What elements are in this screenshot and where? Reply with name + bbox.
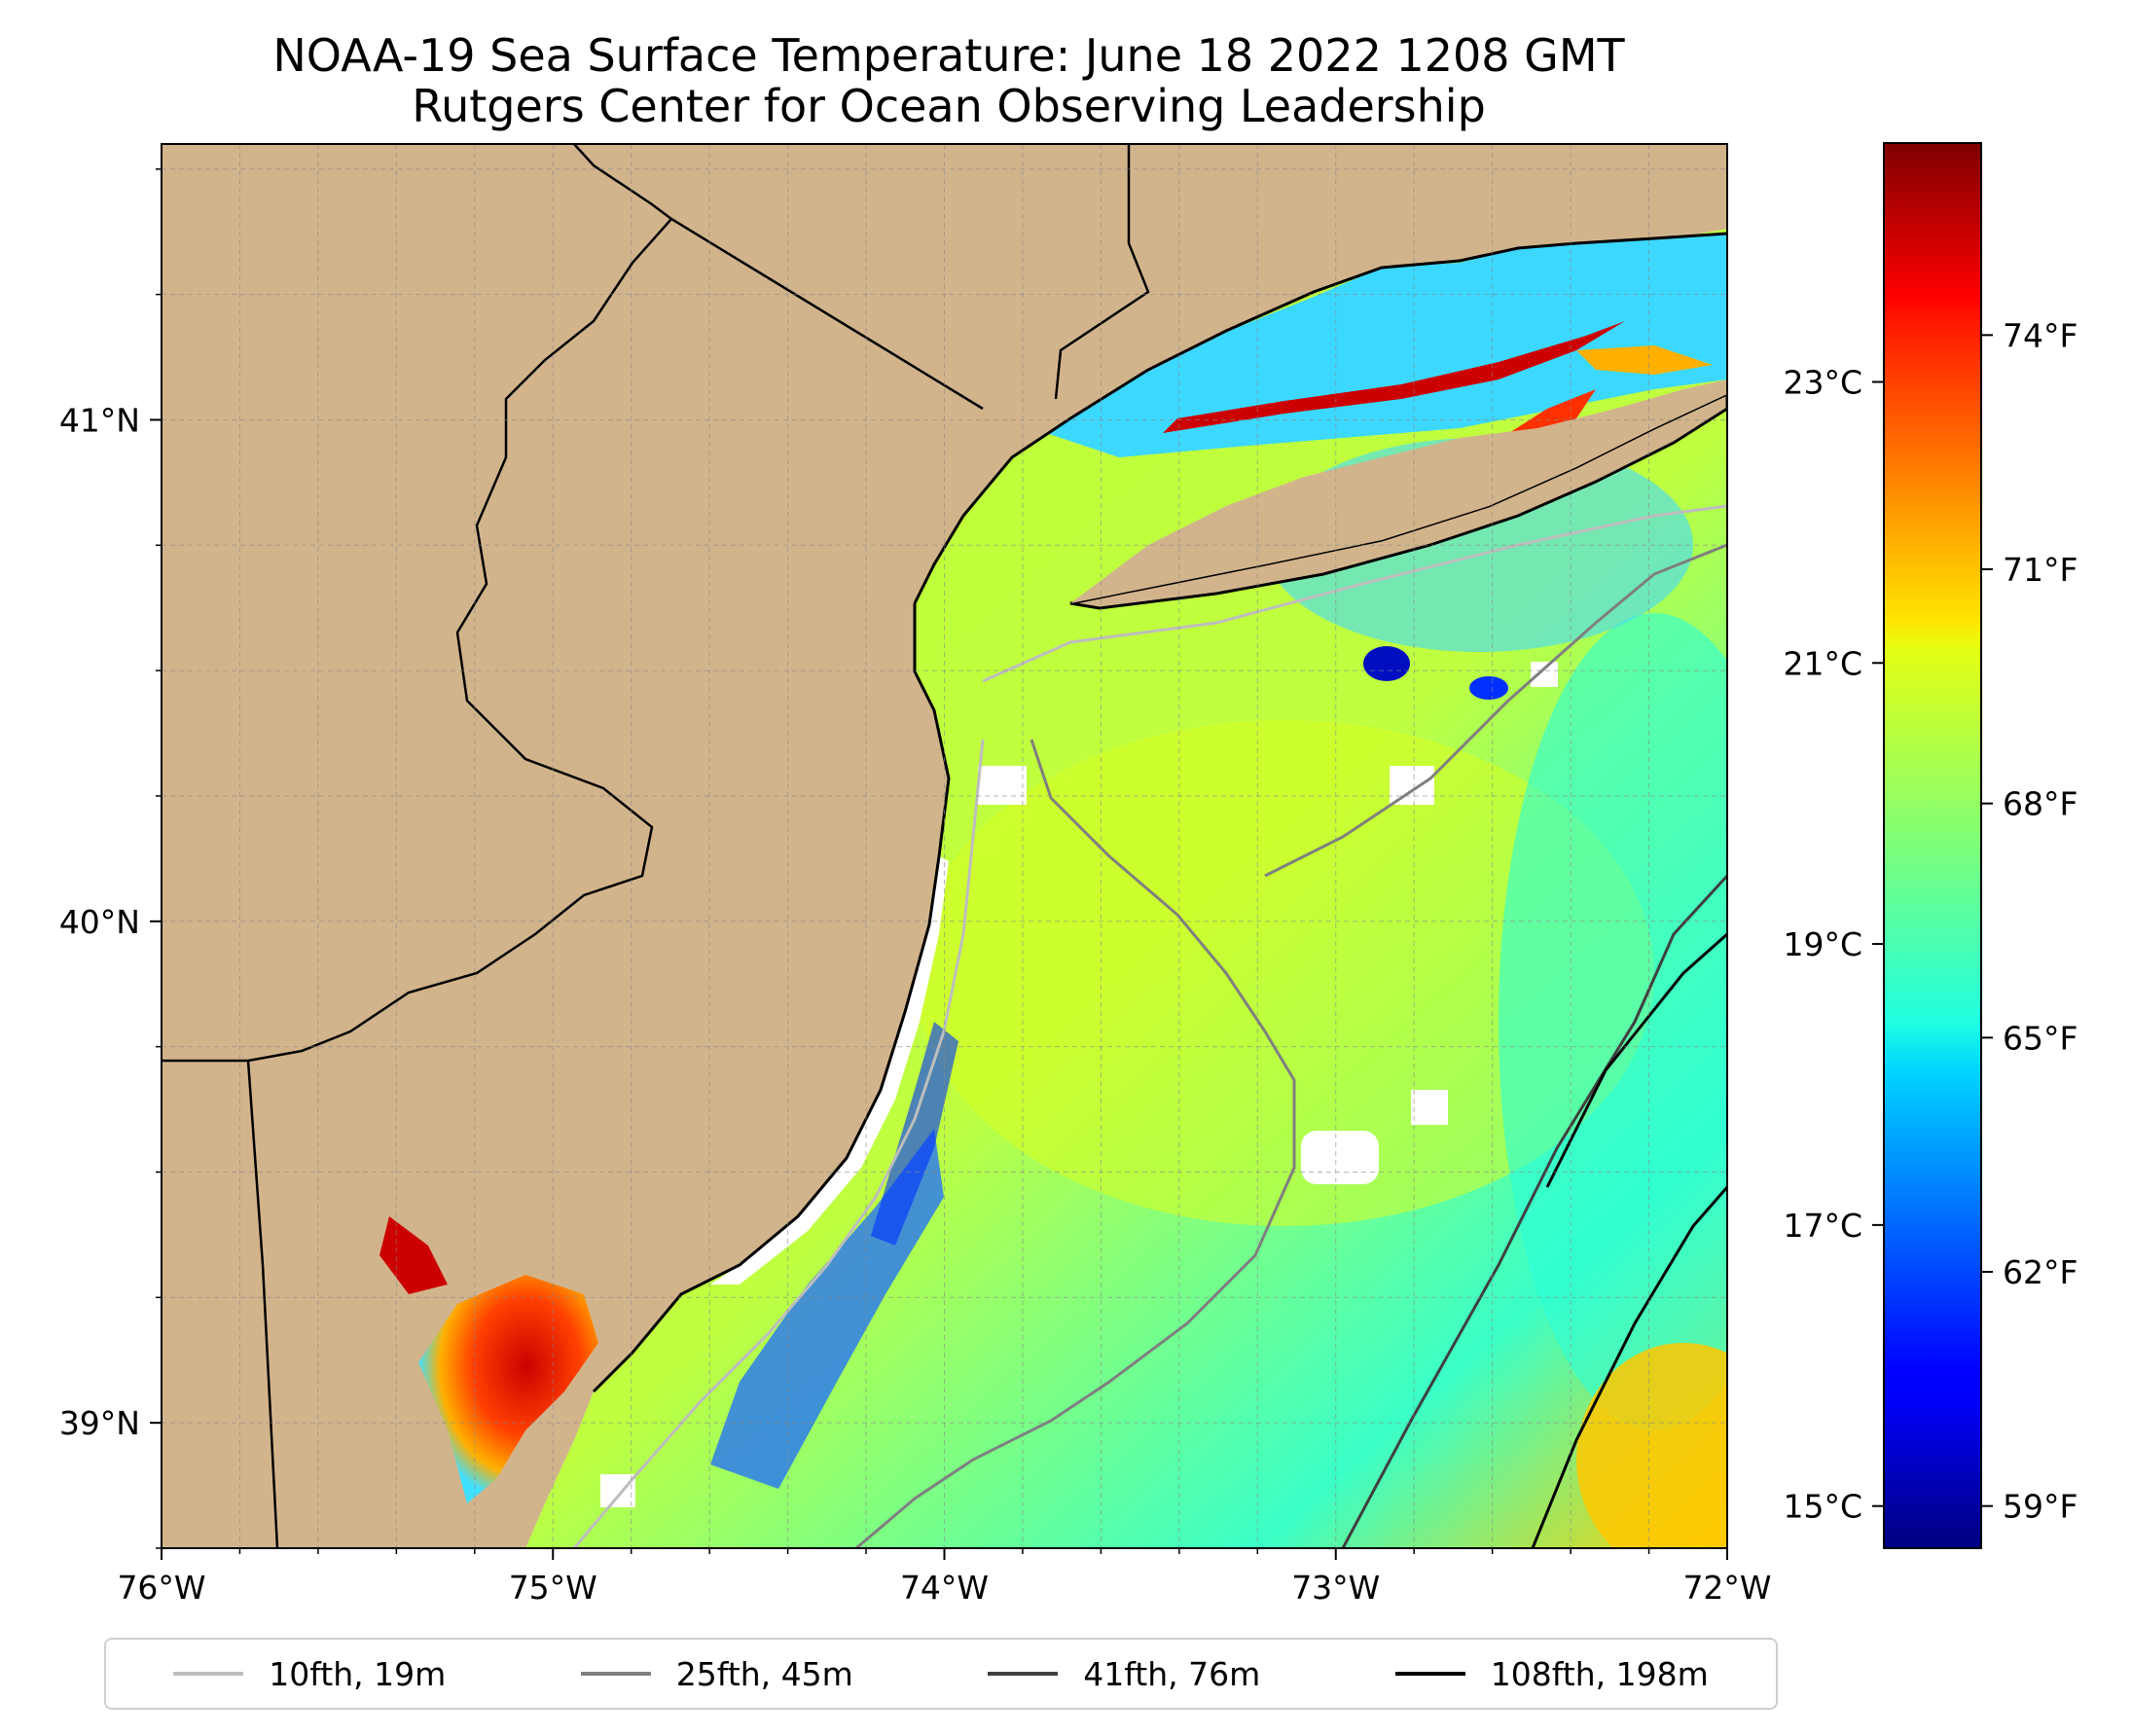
tick-label-lon: 75°W [509,1569,597,1607]
colorbar-label-c: 23°C [1783,363,1862,401]
colorbar-label-f: 62°F [2003,1253,2078,1291]
colorbar-label-f: 74°F [2003,316,2078,354]
legend-swatch [988,1672,1059,1676]
cloud-gap [1411,1090,1448,1125]
tick-label-lat: 41°N [59,401,140,439]
tick-label-lon: 74°W [900,1569,989,1607]
warm-band-3 [1576,345,1713,375]
shelf-cool-band [1499,613,1727,1430]
map-panel [162,144,1727,1548]
legend-swatch [1394,1672,1465,1676]
colorbar-label-f: 71°F [2003,551,2078,589]
long-island-sound [1046,234,1727,457]
legend-label: 25fth, 45m [675,1654,853,1693]
colorbar [1883,142,1982,1549]
tick-label-lon: 76°W [117,1569,205,1607]
cloud-gap [1531,662,1558,687]
isobath-198m-b [1545,932,1727,1188]
tick-label-lat: 40°N [59,903,140,941]
isobath-76m [1341,874,1727,1548]
colorbar-label-c: 21°C [1783,644,1862,682]
warm-band [1163,321,1625,433]
land-long-island-body [1070,380,1727,603]
colorbar-ticks: 15°C 17°C 19°C 21°C 23°C 59°F 62°F 65°F 68°F 71°F… [1783,316,2078,1525]
axis-ticks: 76°W 75°W 74°W 73°W 72°W 39°N 40°N 41°N [59,168,1772,1607]
cloud-gap [1301,1131,1379,1184]
legend-label: 10fth, 19m [269,1654,447,1693]
legend-item: 25fth, 45m [580,1654,853,1693]
coastline-nj [592,603,951,1393]
colorbar-label-f: 59°F [2003,1488,2078,1526]
legend-item: 108fth, 198m [1394,1654,1709,1693]
legend-label: 41fth, 76m [1083,1654,1261,1693]
delaware-bay [418,1275,598,1503]
state-boundary-nj-pa [247,218,672,1063]
isobath-45m-east [1264,543,1727,878]
colorbar-label-c: 19°C [1783,925,1862,963]
tick-label-lon: 73°W [1291,1569,1380,1607]
colorbar-label-f: 65°F [2003,1019,2078,1057]
legend-item: 10fth, 19m [173,1655,446,1693]
state-boundary-de-md [162,1059,279,1548]
isobath-19m-li [982,504,1727,683]
cold-eddy-2 [1469,676,1508,700]
colorbar-label-f: 68°F [2003,785,2078,823]
state-boundary-ny-ct [1054,144,1150,400]
warm-corner [1576,1343,1727,1548]
cold-eddy [1363,646,1410,681]
cloud-gap [1390,766,1434,805]
colorbar-label-c: 15°C [1783,1488,1862,1526]
gridlines [161,144,1728,1549]
isobath-198m [1531,1186,1727,1548]
tick-label-lon: 72°W [1682,1569,1771,1607]
isobath-45m [855,739,1296,1548]
legend-label: 108fth, 198m [1490,1654,1709,1693]
figure-title-line2: Rutgers Center for Ocean Observing Leade… [412,80,1486,132]
state-boundary-ny-nj [573,144,984,411]
legend-swatch [580,1672,651,1676]
isobath-legend: 10fth, 19m 25fth, 45m 41fth, 76m 108fth,… [104,1638,1778,1710]
legend-item: 41fth, 76m [988,1655,1260,1693]
coastline-ct [913,232,1727,604]
coastal-mask [710,856,949,1284]
cloud-gap [978,766,1027,805]
tick-label-lat: 39°N [59,1404,140,1442]
figure-title-line1: NOAA-19 Sea Surface Temperature: June 18… [272,29,1625,82]
isobath-19m [572,739,985,1548]
coastal-upwelling-2 [871,1022,958,1246]
cloud-gap [600,1474,635,1507]
legend-swatch [173,1672,244,1676]
colorbar-label-c: 17°C [1783,1207,1862,1245]
